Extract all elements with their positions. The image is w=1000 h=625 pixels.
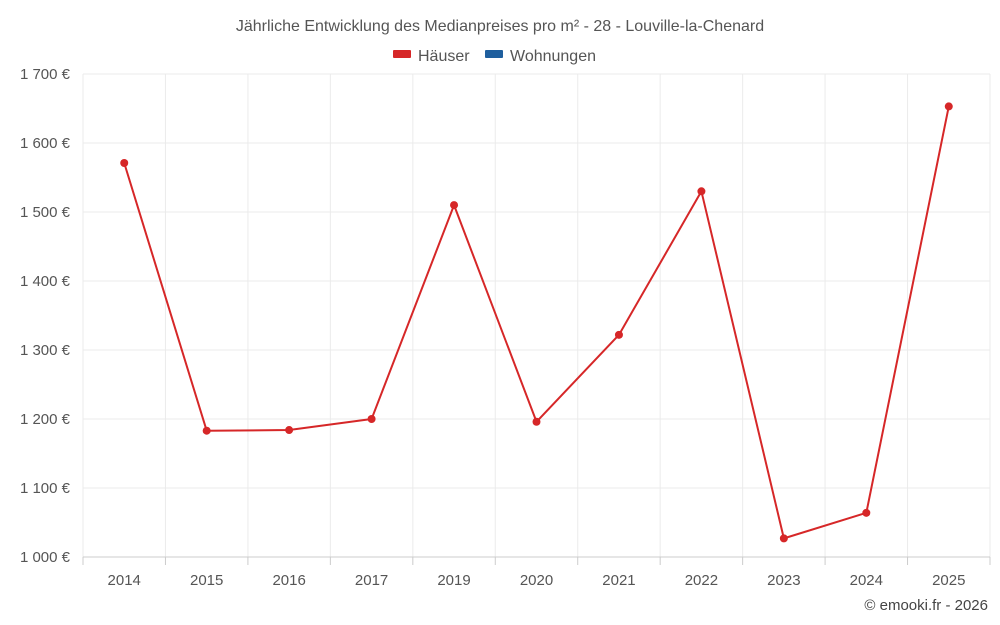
y-tick-label: 1 200 € xyxy=(20,411,71,428)
x-tick-label: 2022 xyxy=(685,572,718,589)
y-tick-label: 1 000 € xyxy=(20,549,71,566)
data-point-haeuser-2023[interactable] xyxy=(779,534,788,543)
x-tick-label: 2023 xyxy=(767,572,800,589)
data-point-haeuser-2024[interactable] xyxy=(862,508,871,517)
data-point-haeuser-2022[interactable] xyxy=(697,187,706,196)
y-tick-label: 1 600 € xyxy=(20,135,71,152)
data-point-haeuser-2016[interactable] xyxy=(285,426,294,435)
x-axis: 2014 2015 2016 2017 2019 2020 2021 2022 2023 2024… xyxy=(82,556,991,589)
series-haeuser xyxy=(120,102,953,543)
x-tick-label: 2021 xyxy=(602,572,635,589)
y-tick-label: 1 700 € xyxy=(20,66,71,83)
grid xyxy=(82,73,991,557)
x-tick-label: 2014 xyxy=(108,572,141,589)
y-tick-label: 1 300 € xyxy=(20,342,71,359)
chart-title: Jährliche Entwicklung des Medianpreises … xyxy=(236,18,764,35)
data-point-haeuser-2015[interactable] xyxy=(202,426,211,435)
legend-swatch-wohnungen xyxy=(485,50,503,58)
x-tick-label: 2019 xyxy=(437,572,470,589)
x-tick-label: 2024 xyxy=(850,572,883,589)
y-tick-label: 1 500 € xyxy=(20,204,71,221)
x-tick-label: 2025 xyxy=(932,572,965,589)
data-point-haeuser-2017[interactable] xyxy=(367,415,376,423)
data-point-haeuser-2025[interactable] xyxy=(944,102,953,111)
y-tick-label: 1 100 € xyxy=(20,480,71,497)
data-point-haeuser-2014[interactable] xyxy=(120,159,129,168)
data-point-haeuser-2020[interactable] xyxy=(532,417,541,426)
data-point-haeuser-2021[interactable] xyxy=(614,330,623,339)
legend-label-wohnungen: Wohnungen xyxy=(510,48,596,65)
x-tick-label: 2015 xyxy=(190,572,223,589)
x-tick-label: 2017 xyxy=(355,572,388,589)
legend: Häuser Wohnungen xyxy=(393,48,596,65)
credit-text: © emooki.fr - 2026 xyxy=(864,597,988,614)
x-tick-label: 2020 xyxy=(520,572,553,589)
legend-item-wohnungen[interactable]: Wohnungen xyxy=(485,48,596,65)
y-tick-label: 1 400 € xyxy=(20,273,71,290)
x-tick-label: 2016 xyxy=(272,572,305,589)
legend-label-haeuser: Häuser xyxy=(418,48,470,65)
legend-swatch-haeuser xyxy=(393,50,411,58)
y-axis: 1 000 € 1 100 € 1 200 € 1 300 € 1 400 € 1 500… xyxy=(20,66,71,566)
legend-item-haeuser[interactable]: Häuser xyxy=(393,48,470,65)
data-point-haeuser-2019[interactable] xyxy=(450,201,459,210)
